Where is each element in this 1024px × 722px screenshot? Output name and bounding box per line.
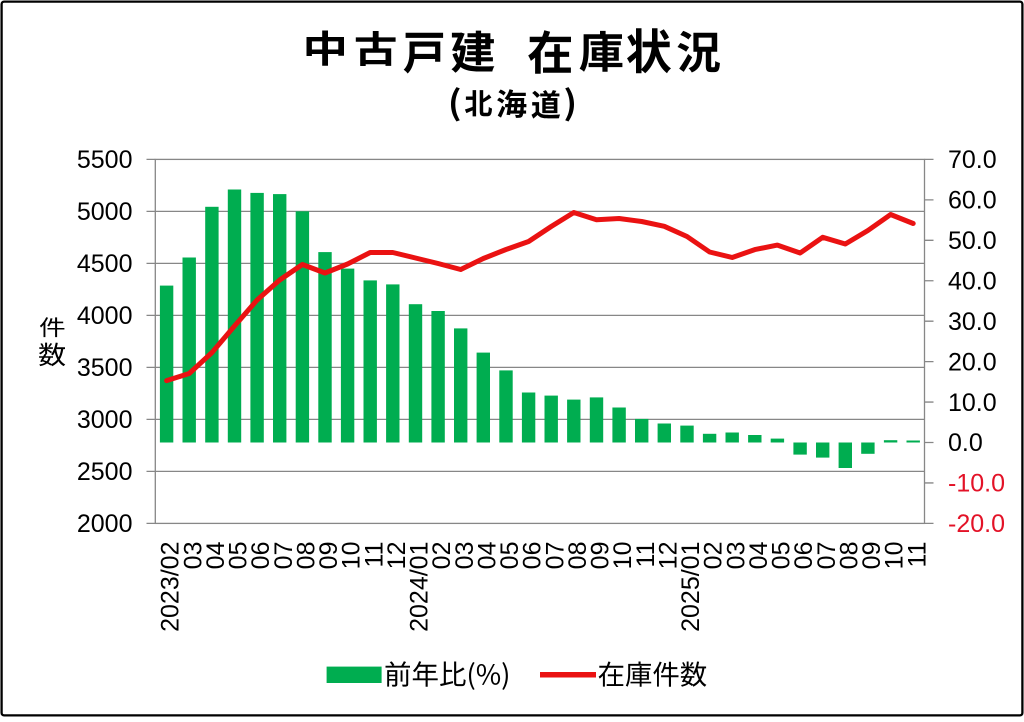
svg-text:08: 08 — [835, 542, 863, 570]
svg-text:10.0: 10.0 — [948, 389, 997, 417]
svg-text:2023/02: 2023/02 — [157, 542, 185, 632]
svg-text:05: 05 — [225, 542, 253, 570]
svg-text:3000: 3000 — [77, 406, 133, 434]
svg-text:11: 11 — [360, 542, 388, 568]
svg-text:2500: 2500 — [77, 458, 133, 486]
svg-text:09: 09 — [858, 542, 886, 570]
svg-text:10: 10 — [609, 542, 637, 570]
svg-text:12: 12 — [654, 542, 682, 570]
svg-text:03: 03 — [179, 542, 207, 570]
svg-text:04: 04 — [473, 541, 501, 569]
svg-text:06: 06 — [247, 542, 275, 570]
svg-text:06: 06 — [790, 542, 818, 570]
svg-text:60.0: 60.0 — [948, 187, 997, 215]
svg-text:4500: 4500 — [77, 250, 133, 278]
svg-text:4000: 4000 — [77, 302, 133, 330]
svg-text:5500: 5500 — [77, 146, 133, 174]
svg-text:10: 10 — [881, 542, 909, 570]
svg-text:08: 08 — [293, 542, 321, 570]
svg-text:03: 03 — [722, 542, 750, 570]
svg-text:-20.0: -20.0 — [948, 510, 1005, 538]
svg-text:08: 08 — [564, 542, 592, 570]
svg-text:70.0: 70.0 — [948, 146, 997, 174]
svg-text:2025/01: 2025/01 — [677, 542, 705, 632]
svg-text:05: 05 — [768, 542, 796, 570]
svg-text:07: 07 — [270, 542, 298, 570]
svg-text:50.0: 50.0 — [948, 227, 997, 255]
svg-text:02: 02 — [428, 542, 456, 570]
svg-text:04: 04 — [202, 541, 230, 569]
svg-text:30.0: 30.0 — [948, 308, 997, 336]
svg-text:07: 07 — [813, 542, 841, 570]
svg-text:3500: 3500 — [77, 354, 133, 382]
svg-text:12: 12 — [383, 542, 411, 570]
svg-text:40.0: 40.0 — [948, 267, 997, 295]
svg-text:2000: 2000 — [77, 510, 133, 538]
svg-text:05: 05 — [496, 542, 524, 570]
svg-text:02: 02 — [700, 542, 728, 570]
svg-text:0.0: 0.0 — [948, 429, 983, 457]
svg-text:09: 09 — [315, 542, 343, 570]
svg-text:09: 09 — [587, 542, 615, 570]
svg-text:20.0: 20.0 — [948, 348, 997, 376]
svg-text:03: 03 — [451, 542, 479, 570]
svg-text:04: 04 — [745, 541, 773, 569]
svg-text:5000: 5000 — [77, 198, 133, 226]
svg-text:11: 11 — [632, 542, 660, 568]
svg-text:07: 07 — [541, 542, 569, 570]
svg-text:11: 11 — [903, 542, 931, 568]
svg-text:06: 06 — [519, 542, 547, 570]
svg-text:2024/01: 2024/01 — [406, 542, 434, 632]
svg-text:10: 10 — [338, 542, 366, 570]
svg-text:-10.0: -10.0 — [948, 470, 1005, 498]
